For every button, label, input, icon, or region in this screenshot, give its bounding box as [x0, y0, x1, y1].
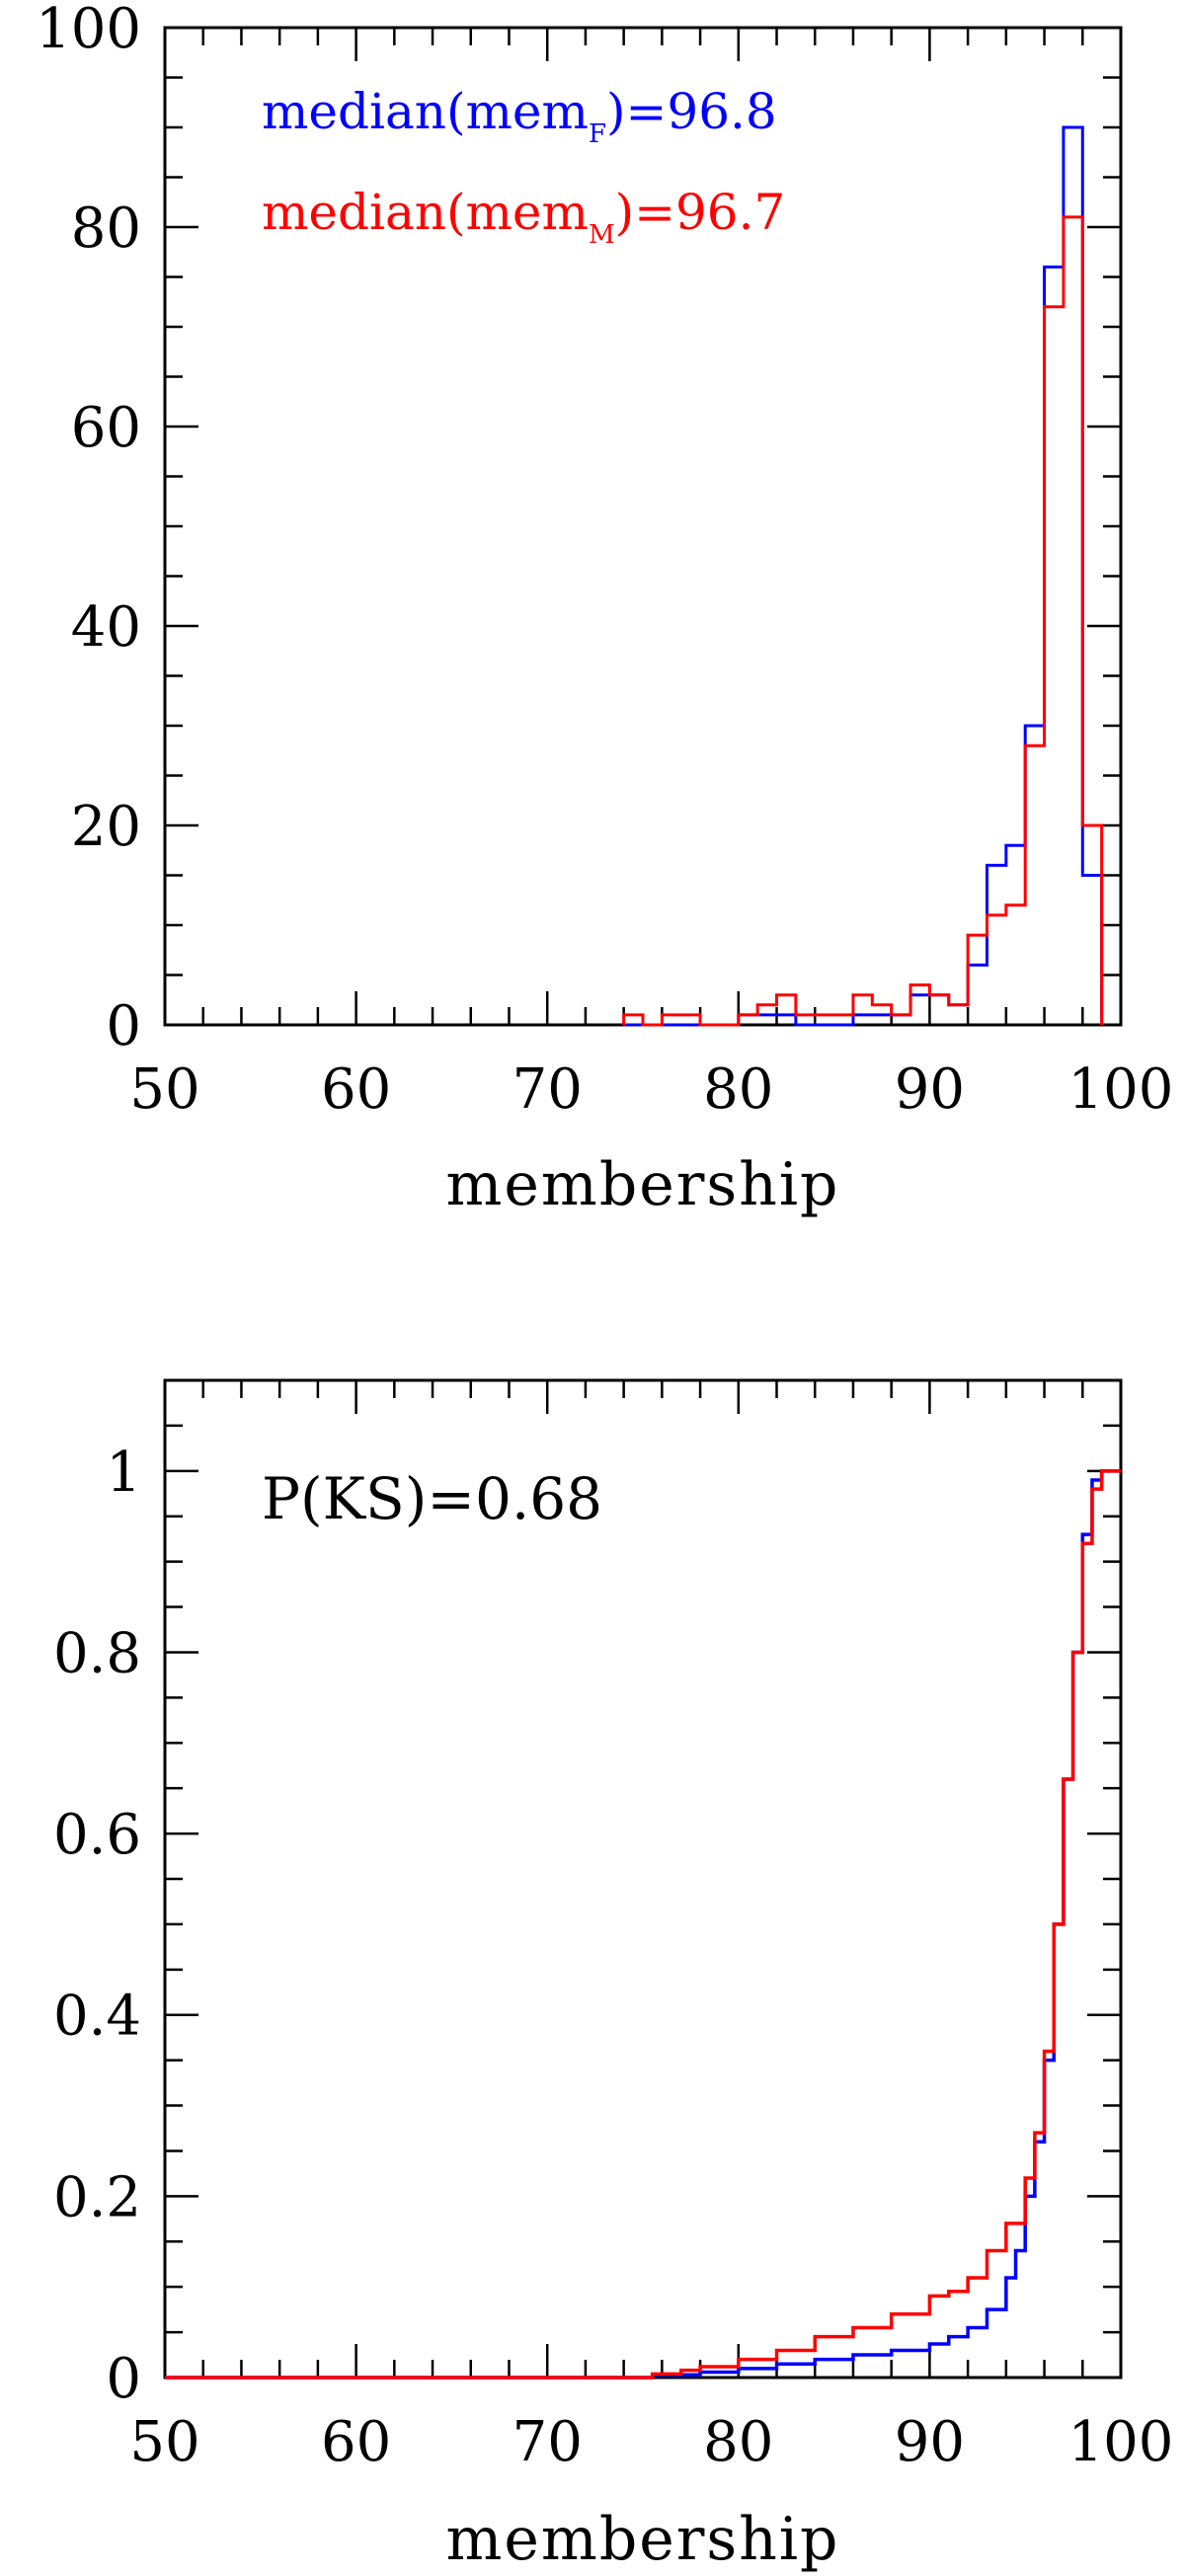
y-tick-label: 0.6	[53, 1803, 141, 1867]
median-f-tail: )=96.8	[606, 83, 777, 140]
cdf-series-f-line	[165, 1469, 1121, 2380]
median-f-annotation: median(memF)=96.8	[262, 83, 777, 149]
x-tick-label: 60	[321, 2410, 391, 2474]
y-tick-label: 0	[106, 994, 141, 1058]
histogram-series	[622, 125, 1104, 1027]
histogram-x-axis-title: membership	[446, 1150, 840, 1219]
x-tick-label: 80	[703, 2410, 773, 2474]
cumulative-ticks	[163, 1378, 1123, 2380]
y-tick-label: 80	[71, 196, 141, 261]
cumulative-tick-labels: 50 60 70 80 90 100 0 0.2 0.4 0.6 0.8 1	[53, 1441, 1174, 2474]
y-tick-label: 0.2	[53, 2165, 141, 2229]
y-tick-label: 40	[71, 595, 141, 660]
x-tick-label: 90	[895, 1057, 965, 1122]
y-tick-label: 20	[71, 795, 141, 859]
cumulative-x-axis-title: membership	[446, 2505, 840, 2574]
ks-probability-annotation: P(KS)=0.68	[262, 1465, 602, 1532]
x-tick-label: 60	[321, 1057, 391, 1122]
y-tick-label: 0.4	[53, 1985, 141, 2049]
x-tick-label: 50	[129, 2410, 199, 2474]
x-tick-label: 80	[703, 1057, 773, 1122]
x-tick-label: 70	[513, 1057, 583, 1122]
cumulative-series	[165, 1469, 1121, 2380]
x-tick-label: 100	[1068, 2410, 1174, 2474]
y-tick-label: 0	[106, 2347, 141, 2411]
median-m-main: median(mem	[262, 184, 589, 241]
x-tick-label: 90	[895, 2410, 965, 2474]
y-tick-label: 100	[36, 0, 141, 61]
median-f-subscript: F	[589, 119, 606, 149]
histogram-series-f-line	[623, 125, 1104, 1027]
x-tick-label: 100	[1068, 1057, 1174, 1122]
x-tick-label: 70	[513, 2410, 583, 2474]
cumulative-panel: 50 60 70 80 90 100 0 0.2 0.4 0.6 0.8 1 membership P…	[53, 1378, 1174, 2574]
cdf-series-m-line	[165, 1469, 1121, 2380]
histogram-ticks	[163, 26, 1123, 1027]
histogram-panel: 50 60 70 80 90 100 0 20 40 60 80 100 membership med…	[36, 0, 1173, 1219]
median-f-main: median(mem	[262, 83, 589, 140]
median-m-annotation: median(memM)=96.7	[262, 184, 785, 250]
median-m-tail: )=96.7	[615, 184, 786, 241]
y-tick-label: 1	[106, 1441, 141, 1505]
histogram-series-m-line	[622, 215, 1104, 1027]
histogram-frame	[163, 26, 1123, 1027]
histogram-tick-labels: 50 60 70 80 90 100 0 20 40 60 80 100	[36, 0, 1173, 1122]
y-tick-label: 0.8	[53, 1621, 141, 1685]
median-m-subscript: M	[589, 220, 615, 250]
y-tick-label: 60	[71, 396, 141, 460]
x-tick-label: 50	[129, 1057, 199, 1122]
